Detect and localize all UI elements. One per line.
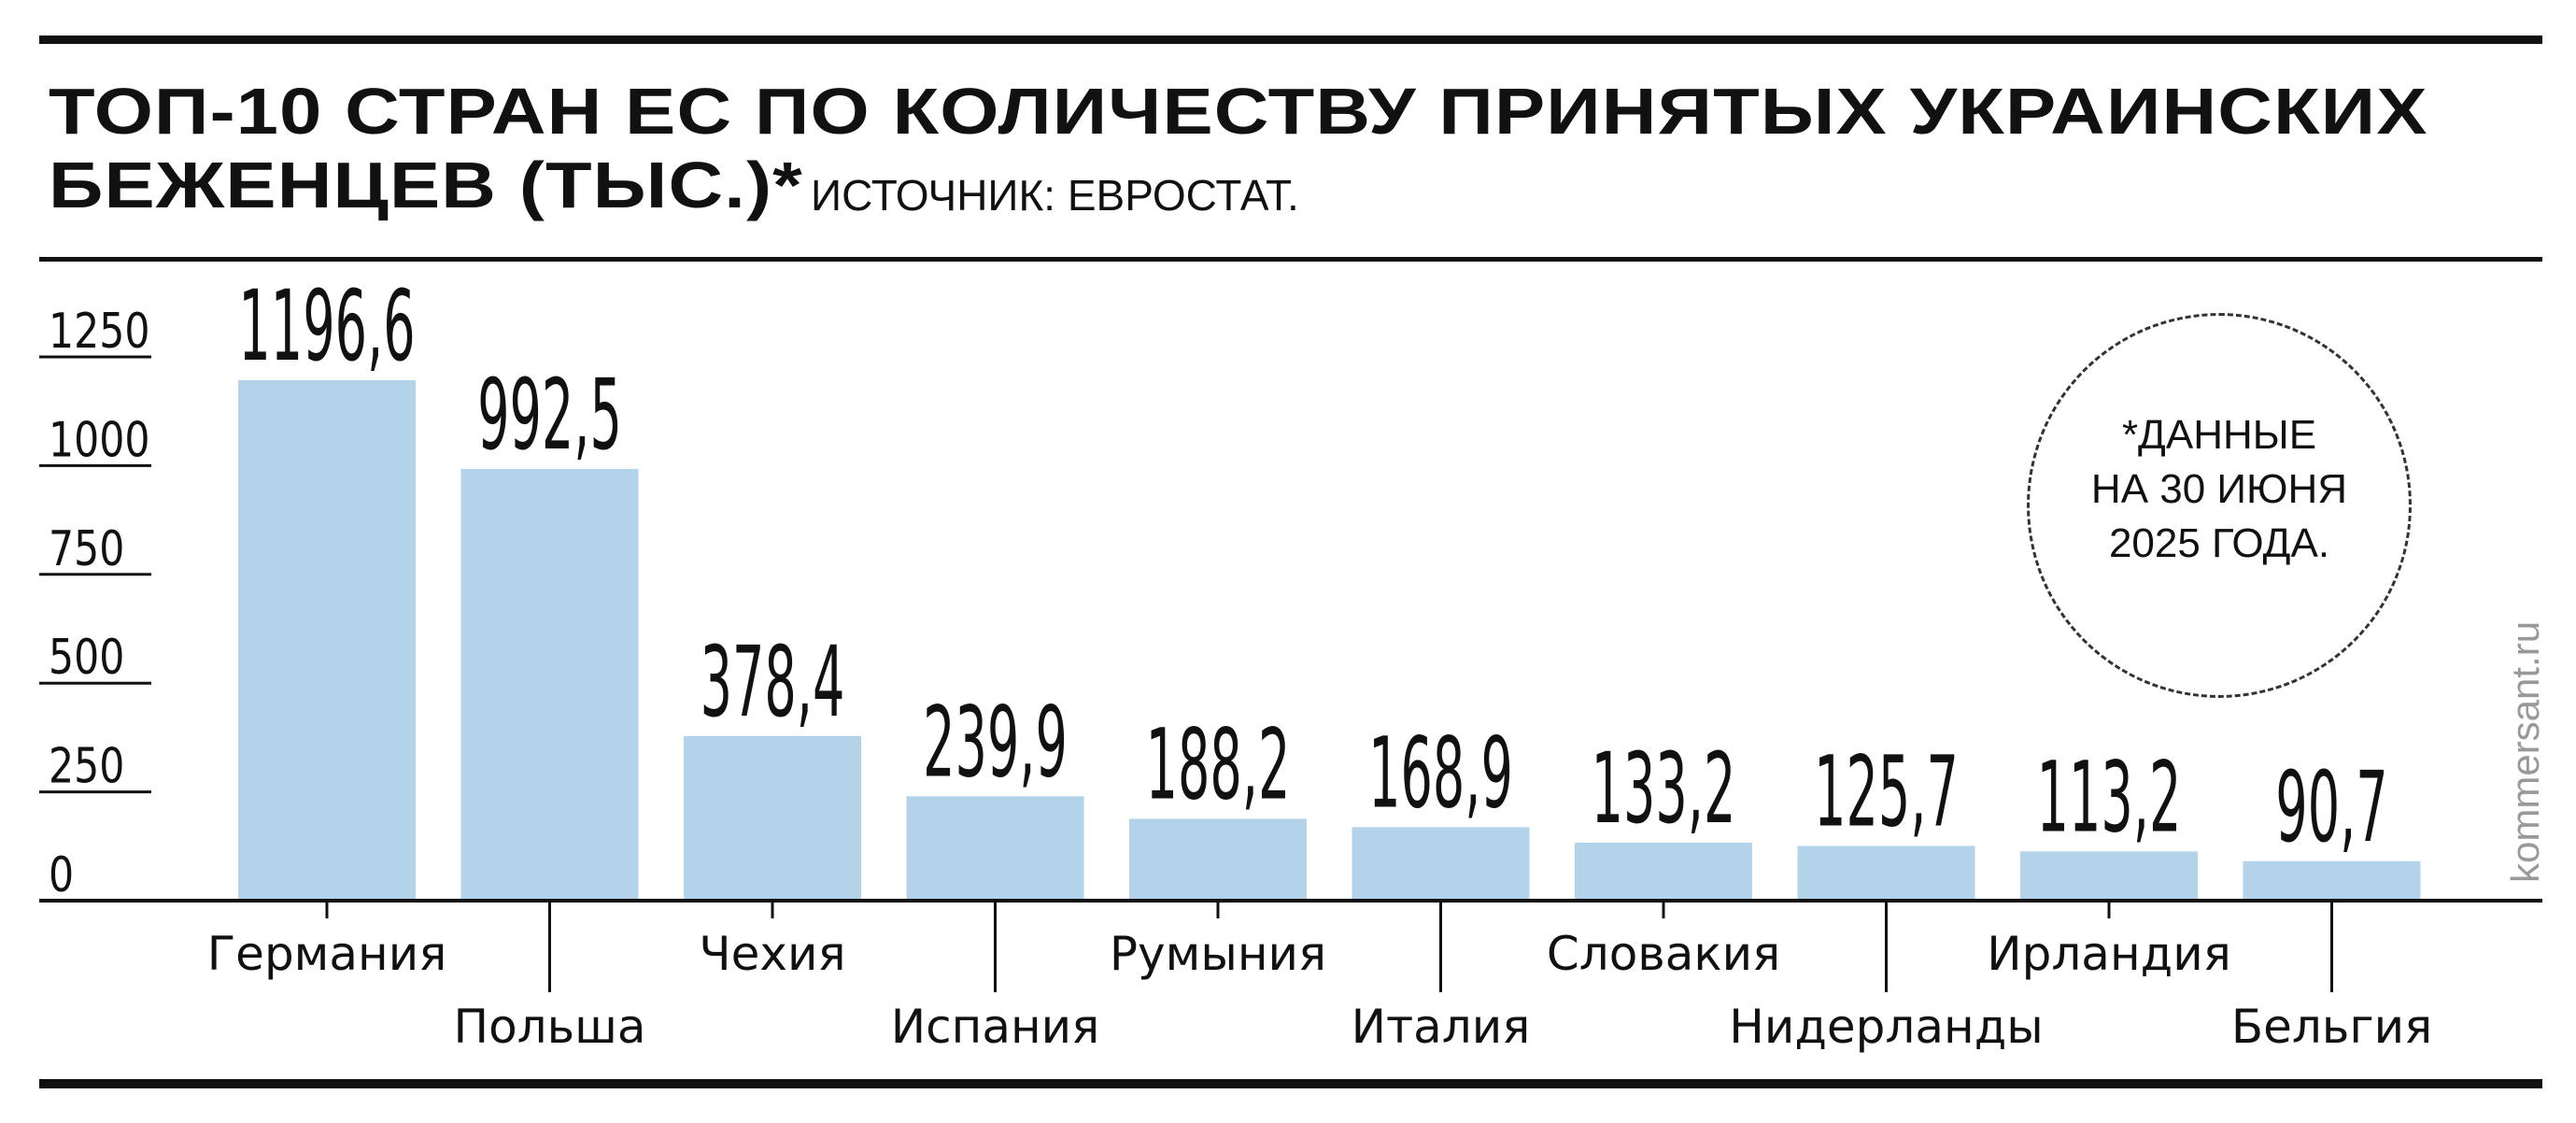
y-tick-label: 750 xyxy=(49,521,124,577)
x-category-label: Бельгия xyxy=(2231,1000,2432,1054)
footnote-circle xyxy=(2027,313,2412,698)
bar xyxy=(238,379,416,901)
y-tick-label: 1250 xyxy=(49,304,150,360)
bar xyxy=(906,796,1084,901)
chart-title-line-2: БЕЖЕНЦЕВ (ТЫС.)* xyxy=(49,149,803,221)
y-tick-label: 500 xyxy=(49,630,124,686)
x-category-label: Польша xyxy=(453,1000,645,1054)
bar xyxy=(460,468,639,901)
y-tick-label: 250 xyxy=(49,739,124,795)
bar-value-label: 378,4 xyxy=(701,625,845,739)
footnote-line-1: *ДАННЫЕ xyxy=(2121,412,2317,458)
bar xyxy=(1575,842,1752,901)
bar-value-label: 992,5 xyxy=(477,358,622,472)
bar xyxy=(2020,851,2198,901)
bar xyxy=(1352,827,1530,901)
y-tick-label: 1000 xyxy=(49,412,150,468)
bar-value-label: 133,2 xyxy=(1592,732,1736,846)
bar-value-label: 188,2 xyxy=(1146,708,1291,822)
bar-value-label: 125,7 xyxy=(1814,735,1959,849)
x-category-label: Нидерланды xyxy=(1729,1000,2044,1054)
bar-value-label: 90,7 xyxy=(2275,750,2387,864)
bar-value-label: 1196,6 xyxy=(238,269,415,383)
bar xyxy=(1129,818,1307,901)
bottom-rule xyxy=(39,1079,2542,1088)
y-tick-label: 0 xyxy=(49,847,74,903)
top-rule xyxy=(39,36,2542,44)
x-category-label: Ирландия xyxy=(1987,927,2231,981)
bar-value-label: 239,9 xyxy=(923,686,1068,800)
footnote-line-2: НА 30 ИЮНЯ xyxy=(2090,466,2348,512)
bar-value-label: 113,2 xyxy=(2037,741,2182,855)
source-label: ИСТОЧНИК: ЕВРОСТАТ. xyxy=(811,171,1299,220)
footnote-line-3: 2025 ГОДА. xyxy=(2108,520,2330,566)
header-divider xyxy=(39,257,2542,262)
watermark: kommersant.ru xyxy=(2503,620,2547,883)
bar xyxy=(1797,846,1975,901)
x-category-label: Словакия xyxy=(1547,927,1780,981)
bar xyxy=(684,735,861,901)
bar xyxy=(2243,860,2421,901)
footnote-text: *ДАННЫЕ НА 30 ИЮНЯ 2025 ГОДА. xyxy=(2027,408,2412,571)
x-category-label: Чехия xyxy=(699,927,845,981)
x-category-label: Испания xyxy=(891,1000,1100,1054)
x-category-label: Румыния xyxy=(1110,927,1326,981)
x-category-label: Италия xyxy=(1352,1000,1531,1054)
bar-value-label: 168,9 xyxy=(1368,717,1513,831)
chart-title-line-1: ТОП-10 СТРАН ЕС ПО КОЛИЧЕСТВУ ПРИНЯТЫХ У… xyxy=(49,75,2428,148)
x-category-label: Германия xyxy=(207,927,447,981)
